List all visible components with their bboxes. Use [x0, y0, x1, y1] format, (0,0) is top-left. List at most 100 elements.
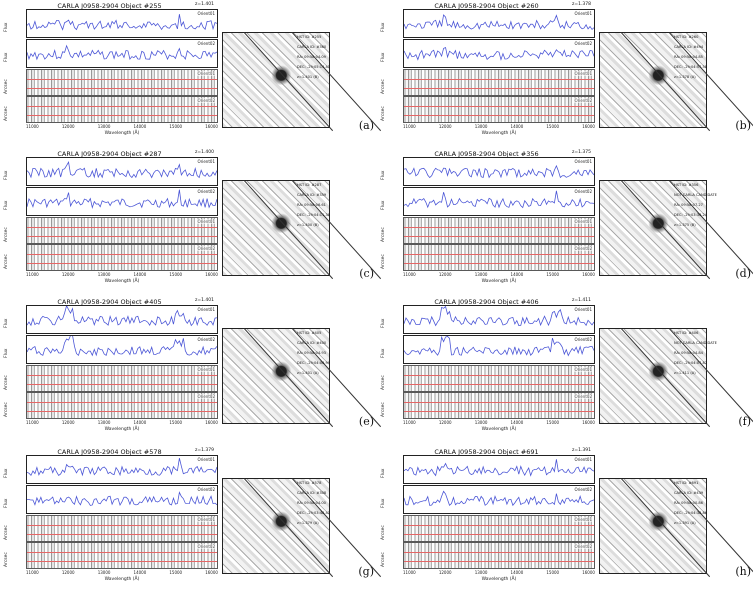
arcsec-ylabel: Arcsec — [381, 79, 386, 94]
red-line — [27, 525, 217, 526]
x-tick-label: 16000 — [582, 570, 595, 575]
x-tick-label: 16000 — [205, 420, 218, 425]
flux-ylabel: Flux — [381, 468, 386, 478]
orient-label: Orient02 — [197, 394, 215, 399]
figure-panel: CARLA J0958-2904 Object #406 z=1.411 Flu… — [379, 298, 753, 446]
image-stamp — [599, 328, 753, 427]
info-line: RA: 09:58:06.61 — [297, 203, 326, 207]
panel-letter: (a) — [358, 119, 374, 132]
x-tick-label: 14000 — [510, 272, 524, 277]
trace-orient02: Orient02 — [26, 244, 218, 271]
red-line — [404, 561, 594, 562]
info-line: DEC: -29:04:38.86 — [674, 511, 708, 515]
orient-label: Orient01 — [197, 307, 215, 312]
trace-orient02: Orient02 — [26, 392, 218, 419]
redshift-label: z=1.400 — [195, 150, 215, 155]
orient-label: Orient02 — [574, 487, 592, 492]
orient-label: Orient02 — [197, 189, 215, 194]
orient-label: Orient02 — [197, 41, 215, 46]
arcsec-ylabel: Arcsec — [381, 106, 386, 121]
x-tick-label: 12000 — [438, 420, 452, 425]
orient-label: Orient01 — [574, 457, 592, 462]
red-line — [27, 227, 217, 228]
flux-ylabel: Flux — [381, 498, 386, 508]
orient-label: Orient01 — [574, 11, 592, 16]
orient-label: Orient01 — [197, 517, 215, 522]
orient-label: Orient01 — [197, 457, 215, 462]
image-stamp — [222, 180, 381, 279]
x-tick-label: 12000 — [61, 272, 75, 277]
red-line — [404, 375, 594, 376]
arcsec-ylabel: Arcsec — [4, 552, 9, 567]
trace-orient02: Orient02 — [26, 542, 218, 569]
red-line — [27, 561, 217, 562]
panel-title: CARLA J0958-2904 Object #255 — [57, 2, 162, 10]
x-tick-label: 16000 — [205, 570, 218, 575]
trace-orient01: Orient01 — [26, 365, 218, 392]
orient-label: Orient02 — [197, 98, 215, 103]
spectrum-orient01: Orient01 — [26, 9, 218, 38]
flux-ylabel: Flux — [4, 22, 9, 32]
x-tick-label: 15000 — [546, 420, 560, 425]
info-line: CARLA ID: #494 — [674, 45, 704, 49]
flux-ylabel: Flux — [381, 22, 386, 32]
info-line: RA: 09:58:04.09 — [297, 55, 326, 59]
red-line — [404, 263, 594, 264]
info-line: CARLA ID: #400 — [297, 341, 327, 345]
image-stamp — [222, 478, 381, 577]
panel-letter: (g) — [358, 565, 374, 578]
spectrum-orient01: Orient01 — [403, 157, 595, 186]
info-line: DEC: -29:05:14.45 — [297, 65, 331, 69]
x-tick-label: 15000 — [169, 272, 183, 277]
x-tick-label: 14000 — [510, 570, 524, 575]
red-line — [27, 384, 217, 385]
x-axis-label: Wavelength (Å) — [104, 577, 140, 582]
info-line: HST ID: #255 — [297, 35, 322, 39]
panel-title: CARLA J0958-2904 Object #356 — [434, 150, 539, 158]
x-tick-label: 15000 — [546, 272, 560, 277]
panel-letter: (d) — [735, 267, 751, 280]
arcsec-ylabel: Arcsec — [381, 525, 386, 540]
spectrum-orient01: Orient01 — [26, 455, 218, 484]
panel-title: CARLA J0958-2904 Object #287 — [57, 150, 162, 158]
panel-title: CARLA J0958-2904 Object #691 — [434, 448, 539, 456]
x-ticks: 11000 12000 13000 14000 15000 16000 — [26, 420, 218, 425]
x-tick-label: 11000 — [403, 272, 416, 277]
spectrum-orient01: Orient01 — [403, 455, 595, 484]
trace-orient01: Orient01 — [403, 217, 595, 244]
orient-label: Orient02 — [574, 544, 592, 549]
trace-orient01: Orient01 — [403, 365, 595, 392]
x-ticks: 11000 12000 13000 14000 15000 16000 — [403, 272, 595, 277]
redshift-label: z=1.391 — [572, 448, 592, 453]
trace-orient01: Orient01 — [403, 515, 595, 542]
spectrum-orient02: Orient02 — [26, 335, 218, 364]
arcsec-ylabel: Arcsec — [4, 525, 9, 540]
red-line — [27, 263, 217, 264]
x-tick-label: 12000 — [438, 272, 452, 277]
red-line — [404, 115, 594, 116]
flux-ylabel: Flux — [381, 200, 386, 210]
info-line: DEC: -29:04:11.38 — [297, 213, 331, 217]
red-line — [27, 402, 217, 403]
trace-orient02: Orient02 — [403, 542, 595, 569]
spectrum-orient01: Orient01 — [26, 305, 218, 334]
x-tick-label: 15000 — [169, 570, 183, 575]
spectrum-orient02: Orient02 — [403, 485, 595, 514]
red-line — [404, 384, 594, 385]
red-line — [404, 402, 594, 403]
orient-label: Orient02 — [574, 394, 592, 399]
x-ticks: 11000 12000 13000 14000 15000 16000 — [403, 124, 595, 129]
arcsec-ylabel: Arcsec — [381, 227, 386, 242]
red-line — [404, 254, 594, 255]
panel-letter: (h) — [735, 565, 751, 578]
red-line — [27, 411, 217, 412]
x-ticks: 11000 12000 13000 14000 15000 16000 — [403, 570, 595, 575]
red-line — [404, 79, 594, 80]
x-tick-label: 11000 — [26, 124, 39, 129]
info-line: DEC: -29:04:06.99 — [297, 361, 331, 365]
info-line: CARLA ID: #359 — [297, 193, 327, 197]
arcsec-ylabel: Arcsec — [381, 552, 386, 567]
object-info: HST ID: #691 CARLA ID: #439 RA: 09:58:00.8… — [674, 478, 744, 528]
trace-orient01: Orient01 — [403, 69, 595, 96]
info-line: RA: 09:58:00.86 — [674, 501, 703, 505]
